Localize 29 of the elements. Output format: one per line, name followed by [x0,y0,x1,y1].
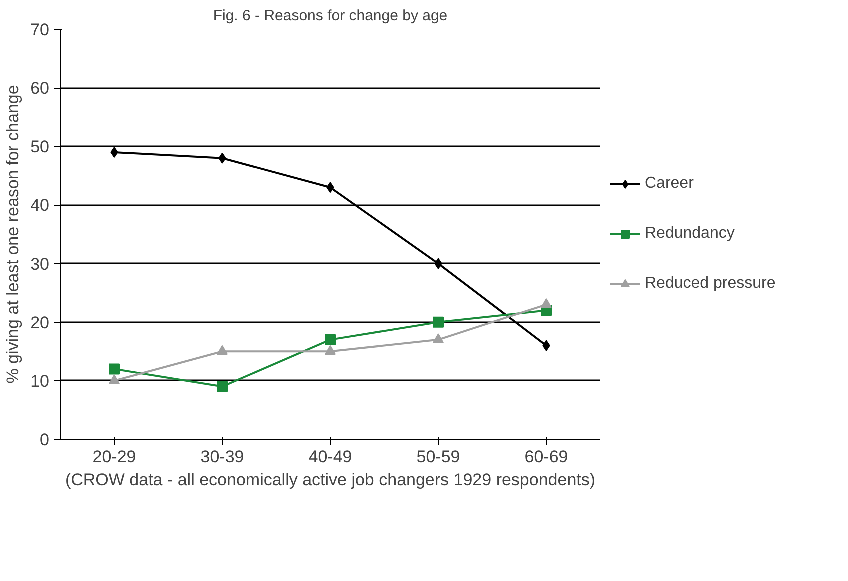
legend-label: Redundancy [645,225,735,243]
x-tick-label: 30-39 [200,448,244,466]
point [433,334,444,344]
y-tick-label: 40 [30,196,50,216]
legend-label: Reduced pressure [645,275,776,293]
x-axis-title: (CROW data - all economically active job changers 1929 respondents) [65,470,596,490]
point [325,345,336,356]
y-tick-label: 30 [30,254,50,274]
point [541,298,552,308]
y-tick-label: 20 [30,313,50,332]
y-tick-label: 70 [30,20,50,40]
legend-label: Career [645,175,694,193]
point [110,147,118,158]
chart-title: Fig. 6 - Reasons for change by age [213,8,448,24]
x-tick-label: 60-69 [524,448,568,466]
point [217,345,228,356]
point [109,374,120,384]
x-tick-label: 40-49 [308,448,352,466]
y-tick-label: 50 [30,138,50,157]
y-tick-label: 60 [30,79,50,98]
y-axis-title: % giving at least one reason for change [4,85,23,384]
y-tick-label: 10 [30,372,50,391]
x-tick-label: 20-29 [92,448,136,466]
point [325,334,336,346]
y-tick-label: 0 [40,430,50,450]
point [433,316,444,328]
x-tick-label: 50-59 [416,448,460,466]
point [109,364,120,375]
point [217,381,228,392]
